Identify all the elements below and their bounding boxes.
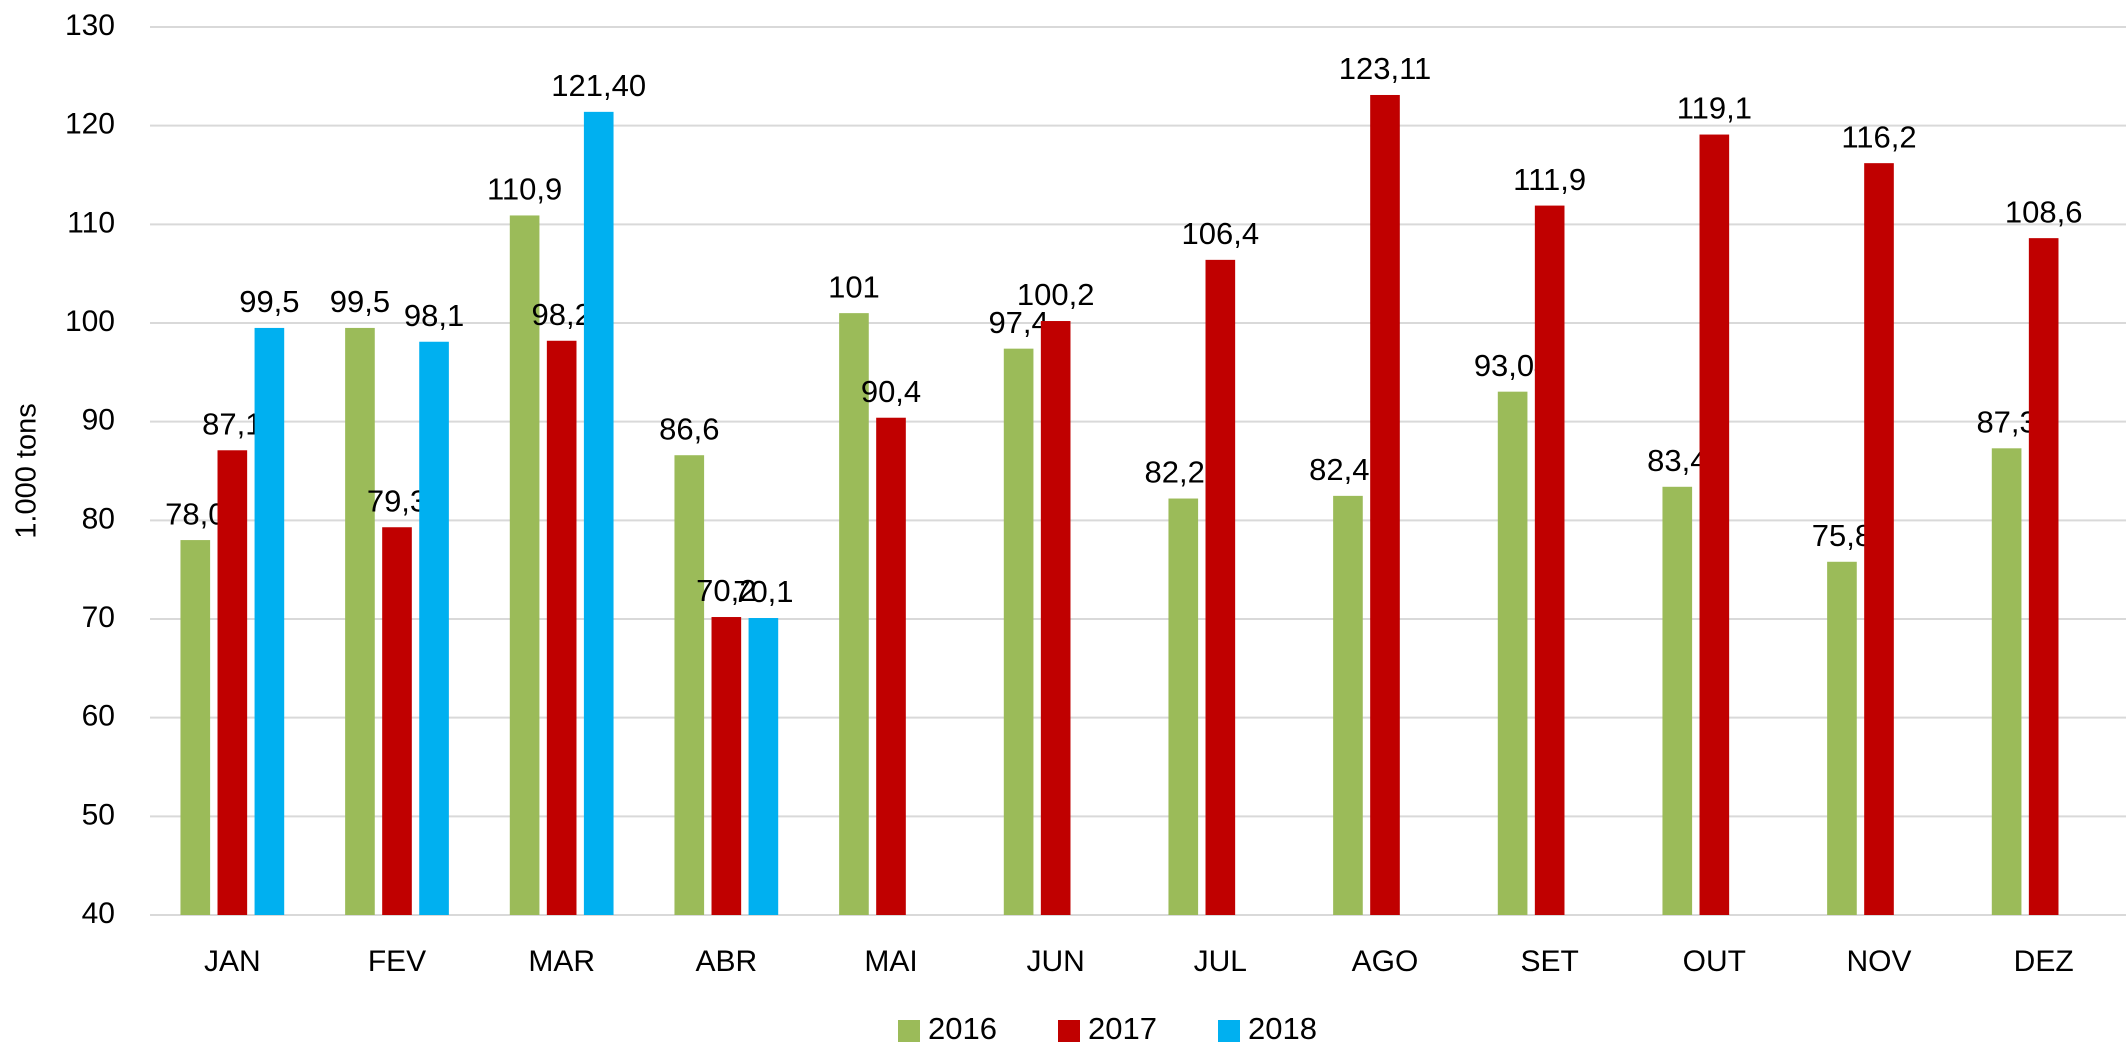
y-tick-label: 130 [65, 9, 115, 42]
bar [1864, 163, 1894, 915]
value-label: 70,1 [733, 574, 793, 609]
bar [546, 340, 577, 915]
y-axis-label: 1.000 tons [11, 403, 43, 538]
bar [345, 327, 375, 915]
value-label: 123,11 [1339, 51, 1432, 86]
bar [1040, 321, 1071, 915]
bar [419, 341, 449, 915]
y-tick-label: 120 [65, 108, 115, 141]
y-tick-label: 80 [82, 502, 115, 535]
bar [382, 527, 412, 915]
value-label: 87,3 [1976, 404, 2036, 439]
value-label: 119,1 [1677, 91, 1752, 126]
value-label: 87,1 [202, 406, 262, 441]
bar [711, 617, 742, 915]
bar [583, 111, 614, 915]
value-label: 86,6 [659, 411, 719, 446]
y-tick-label: 60 [82, 700, 115, 733]
bar [839, 313, 869, 916]
y-tick-label: 40 [82, 897, 115, 930]
legend-swatch [1218, 1020, 1240, 1042]
value-label: 101 [828, 269, 880, 304]
y-tick-label: 90 [82, 404, 115, 437]
value-label: 98,1 [404, 298, 464, 333]
value-label: 98,2 [531, 297, 591, 332]
bar [1333, 495, 1363, 915]
x-tick-label: SET [1520, 945, 1578, 978]
value-label: 108,6 [2005, 194, 2083, 229]
bar [180, 540, 211, 915]
x-tick-label: FEV [368, 945, 426, 978]
bar [1370, 94, 1400, 916]
y-tick-label: 100 [65, 305, 115, 338]
bar [2028, 238, 2059, 915]
bar [1205, 259, 1236, 915]
legend-swatch [1058, 1020, 1080, 1042]
bar [1662, 486, 1693, 915]
x-tick-label: DEZ [2014, 945, 2074, 978]
x-tick-label: MAI [864, 945, 917, 978]
value-label: 99,5 [239, 284, 299, 319]
y-tick-label: 70 [82, 601, 115, 634]
x-tick-label: OUT [1683, 945, 1746, 978]
bar [1827, 561, 1857, 915]
value-label: 121,40 [551, 68, 646, 103]
value-label: 106,4 [1182, 216, 1260, 251]
legend-label: 2017 [1088, 1011, 1157, 1046]
value-label: 99,5 [330, 284, 390, 319]
x-tick-label: MAR [528, 945, 595, 978]
bar [254, 327, 285, 915]
value-label: 79,3 [367, 483, 427, 518]
value-label: 83,4 [1647, 443, 1707, 478]
value-label: 97,4 [988, 305, 1048, 340]
legend-swatch [898, 1020, 920, 1042]
bar [1699, 134, 1730, 916]
x-tick-label: JUN [1026, 945, 1084, 978]
bar [1003, 348, 1034, 915]
value-label: 78,0 [165, 496, 225, 531]
bar [1991, 448, 2022, 915]
value-label: 75,8 [1812, 518, 1872, 553]
bar [876, 417, 906, 915]
legend-label: 2016 [928, 1011, 997, 1046]
value-label: 70,2 [696, 573, 756, 608]
bar [1497, 391, 1528, 915]
bar [217, 450, 248, 915]
value-label: 110,9 [487, 172, 562, 207]
y-tick-label: 110 [67, 206, 115, 239]
value-label: 100,2 [1017, 277, 1095, 312]
bar [509, 215, 540, 915]
x-tick-label: AGO [1352, 945, 1419, 978]
bar [748, 618, 779, 915]
value-label: 116,2 [1841, 119, 1916, 154]
value-label: 111,9 [1513, 162, 1586, 197]
y-tick-label: 50 [82, 798, 115, 831]
x-tick-label: JUL [1194, 945, 1247, 978]
x-tick-label: NOV [1846, 945, 1911, 978]
x-tick-label: ABR [695, 945, 757, 978]
bar [1168, 498, 1199, 915]
x-tick-label: JAN [204, 945, 261, 978]
value-label: 90,4 [861, 374, 921, 409]
bar [1534, 205, 1565, 915]
bar [674, 455, 705, 915]
legend-label: 2018 [1248, 1011, 1317, 1046]
